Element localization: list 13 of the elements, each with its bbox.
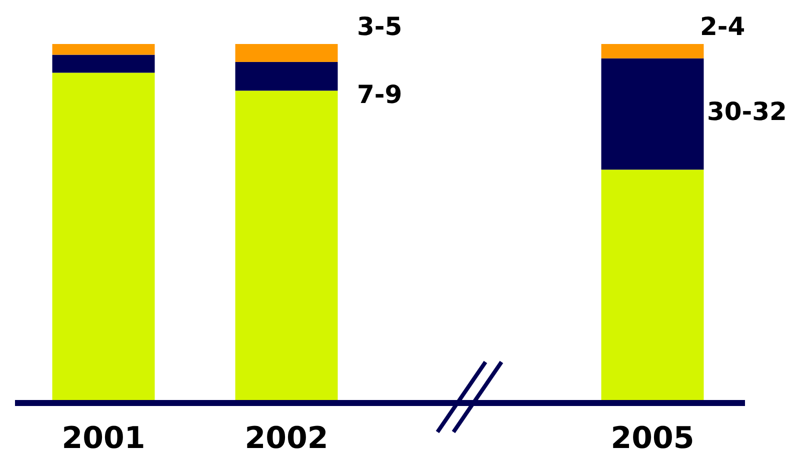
x-tick-label: 2001 <box>62 421 146 452</box>
text: 2-4 <box>700 12 746 41</box>
bar <box>601 58 704 170</box>
bar <box>52 44 155 55</box>
bar <box>52 54 155 73</box>
x-tick-label: 2002 <box>244 421 328 452</box>
bar <box>235 62 338 91</box>
annotation: 30-32 <box>707 97 787 126</box>
text: 3-5 <box>357 12 402 41</box>
bar <box>601 44 704 58</box>
annotation: 7-9 <box>357 80 402 109</box>
x-tick-label: 2005 <box>610 421 694 452</box>
bar <box>235 44 338 62</box>
